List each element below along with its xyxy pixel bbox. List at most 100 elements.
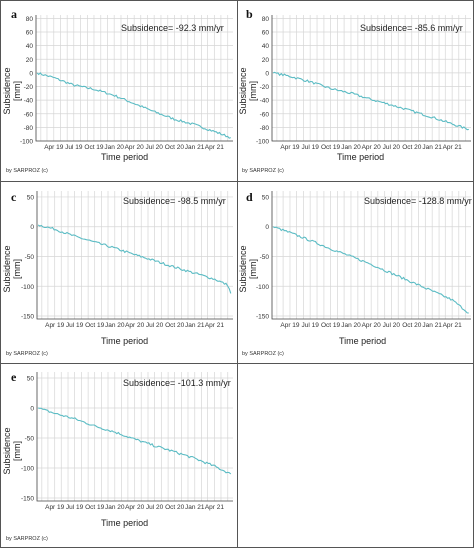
y-tick-label: -80	[24, 125, 34, 132]
panel-label: a	[11, 7, 17, 21]
column-separator	[237, 364, 238, 548]
y-axis-label: Subsidence [mm]	[238, 245, 258, 293]
y-tick-label: -50	[260, 254, 270, 261]
y-axis-label: Subsidence [mm]	[238, 67, 258, 115]
x-tick-label: Apr 21	[205, 322, 225, 329]
x-axis-label: Time period	[337, 152, 385, 162]
x-tick-label: Oct 20	[165, 144, 185, 151]
x-tick-label: Oct 19	[84, 144, 104, 151]
y-tick-label: -100	[256, 139, 269, 146]
y-tick-label: 20	[26, 57, 34, 64]
credit-label: by SARPROZ (c)	[6, 536, 48, 542]
y-tick-label: -20	[260, 84, 270, 91]
chart-panel-c: 50 0 -50 -100 -150 Apr 19 Jul 19 Oct 19 Jan 20 Ap…	[1, 182, 237, 363]
x-tick-label: Jul 19	[66, 504, 84, 511]
x-axis-label: Time period	[101, 152, 149, 162]
y-tick-label: -50	[25, 436, 35, 443]
y-tick-label: 0	[265, 70, 269, 77]
x-tick-label: Oct 19	[85, 322, 105, 329]
y-tick-label: -150	[256, 314, 269, 321]
y-tick-label: -20	[24, 84, 34, 91]
y-tick-label: 40	[26, 43, 34, 50]
y-tick-label: -80	[260, 125, 270, 132]
y-tick-label: 0	[30, 224, 34, 231]
x-tick-label: Jan 20	[341, 322, 361, 329]
chart-title: Subsidence= -98.5 mm/yr	[123, 196, 226, 206]
y-tick-label: -100	[21, 466, 34, 473]
x-tick-label: Apr 19	[45, 322, 65, 329]
credit-label: by SARPROZ (c)	[242, 351, 284, 357]
x-tick-label: Jul 19	[65, 144, 83, 151]
chart-panel-a: 80 60 40 20 0 -20 -40 -60 -80 -100 Apr 19 Jul 19 Oct…	[1, 1, 237, 181]
chart-title: Subsidence= -101.3 mm/yr	[123, 378, 231, 388]
x-axis-label: Time period	[101, 336, 149, 346]
series-line	[36, 72, 231, 139]
x-axis-label: Time period	[339, 336, 387, 346]
chart-panel-d: 50 0 -50 -100 -150 Apr 19 Jul 19 Oct 19 Jan 20 Ap…	[238, 182, 474, 363]
series-line	[37, 224, 232, 294]
credit-label: by SARPROZ (c)	[6, 168, 48, 174]
x-tick-label: Jul 20	[145, 144, 163, 151]
y-axis-label: Subsidence [mm]	[2, 67, 22, 115]
row-separator	[1, 363, 473, 364]
x-tick-label: Apr 20	[125, 322, 145, 329]
chart-panel-b: 80 60 40 20 0 -20 -40 -60 -80 -100 Apr 19 Jul 19 Oct…	[238, 1, 474, 181]
axes	[35, 15, 233, 142]
credit-label: by SARPROZ (c)	[6, 351, 48, 357]
x-tick-label: Oct 20	[402, 322, 422, 329]
y-tick-label: -100	[20, 139, 33, 146]
x-tick-label: Jan 21	[422, 322, 442, 329]
x-tick-label: Apr 21	[443, 322, 463, 329]
x-tick-label: Jan 21	[422, 144, 442, 151]
x-tick-label: Jan 21	[185, 504, 205, 511]
x-tick-label: Jul 20	[146, 504, 164, 511]
y-tick-label: 50	[262, 194, 270, 201]
axes	[271, 191, 471, 320]
y-tick-label: -40	[24, 98, 34, 105]
y-tick-label: 80	[262, 16, 270, 23]
column-separator	[237, 182, 238, 363]
x-tick-label: Jul 19	[301, 322, 319, 329]
y-tick-label: -40	[260, 98, 270, 105]
x-tick-label: Apr 19	[45, 504, 65, 511]
x-tick-label: Jan 20	[104, 144, 124, 151]
x-tick-label: Jan 20	[105, 322, 125, 329]
x-tick-label: Jul 19	[66, 322, 84, 329]
y-axis-label: Subsidence [mm]	[2, 245, 22, 293]
x-tick-label: Apr 20	[125, 504, 145, 511]
panel-label: c	[11, 190, 17, 204]
y-tick-label: 60	[262, 30, 270, 37]
y-tick-label: 0	[265, 224, 269, 231]
x-tick-label: Oct 19	[321, 322, 341, 329]
x-tick-label: Jan 21	[185, 144, 205, 151]
chart-panel-e: 50 0 -50 -100 -150 Apr 19 Jul 19 Oct 19 Jan 20 Ap…	[1, 364, 237, 548]
x-tick-label: Oct 20	[165, 504, 185, 511]
x-tick-label: Apr 21	[205, 144, 225, 151]
x-tick-label: Apr 20	[125, 144, 145, 151]
x-tick-label: Apr 20	[362, 144, 382, 151]
x-tick-label: Apr 19	[280, 322, 300, 329]
y-tick-label: 40	[262, 43, 270, 50]
series-line	[272, 226, 469, 314]
x-tick-label: Apr 21	[205, 504, 225, 511]
x-tick-label: Jul 20	[383, 144, 401, 151]
axes	[36, 372, 233, 502]
y-tick-label: -60	[260, 111, 270, 118]
x-tick-label: Jan 20	[341, 144, 361, 151]
x-tick-label: Apr 19	[280, 144, 300, 151]
x-tick-label: Oct 20	[402, 144, 422, 151]
x-axis-label: Time period	[101, 518, 149, 528]
panel-label: b	[246, 7, 253, 21]
y-tick-label: -60	[24, 111, 34, 118]
x-tick-label: Oct 20	[165, 322, 185, 329]
axes	[36, 191, 233, 320]
y-tick-label: 20	[262, 57, 270, 64]
x-tick-label: Apr 21	[443, 144, 463, 151]
x-tick-label: Oct 19	[321, 144, 341, 151]
